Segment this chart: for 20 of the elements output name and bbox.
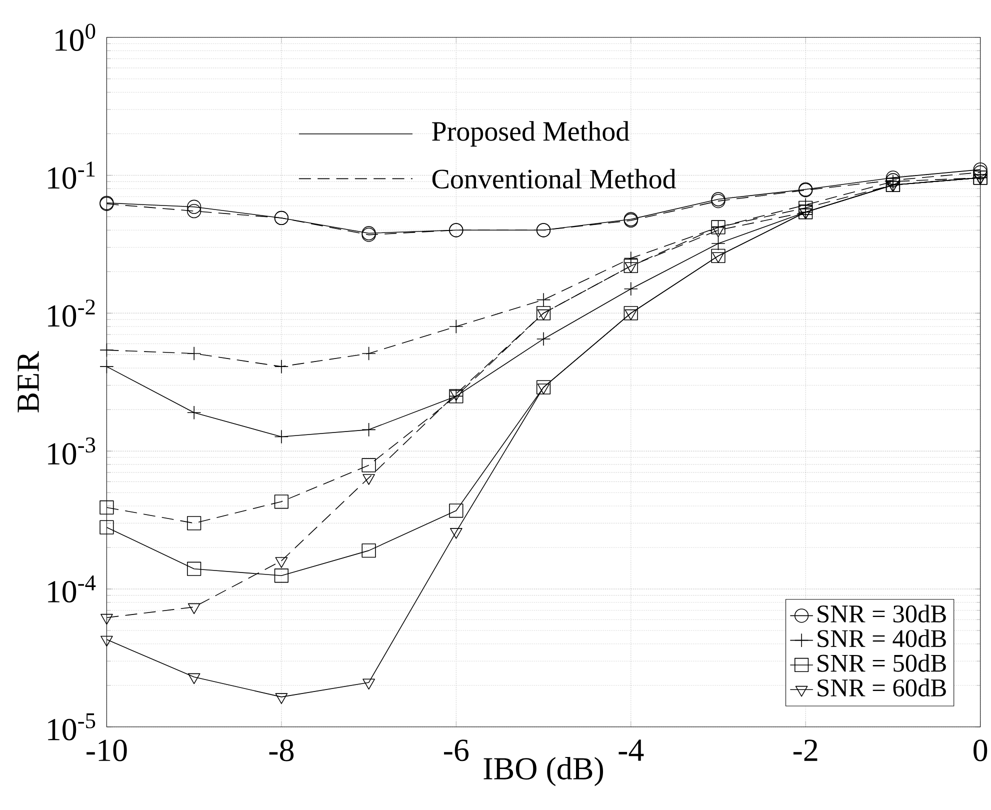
annotation: Conventional Method [432,169,676,189]
annotation: Proposed Method [432,121,630,147]
x-tick-label: -6 [444,740,469,762]
y-tick-label: 10$^{-1}$ [48,162,95,190]
x-tick-label: -2 [793,740,818,762]
x-tick-label: -10 [86,740,127,762]
x-tick-label: -8 [269,740,294,762]
y-axis-title: BER [18,351,39,413]
legend-label: SNR = 60dB [818,678,946,697]
legend-label: SNR = 30dB [818,604,946,623]
y-tick-label: 10$^{-2}$ [48,300,95,327]
x-tick-label: 0 [974,740,988,762]
y-tick-label: 10$^{-3}$ [48,438,96,465]
x-tick-label: -4 [618,740,644,761]
legend-label: SNR = 50dB [818,654,946,672]
y-tick-label: 10$^{-5}$ [48,714,96,741]
y-tick-label: 10$^{0}$ [56,24,96,52]
x-axis-title: IBO (dB) [484,757,604,786]
y-tick-label: 10$^{-4}$ [48,576,96,603]
legend-label: SNR = 40dB [818,630,946,648]
